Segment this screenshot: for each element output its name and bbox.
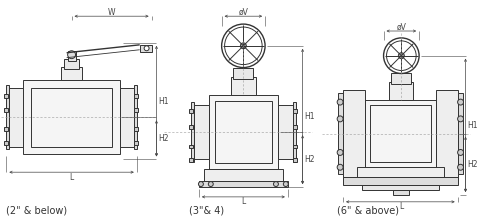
Circle shape <box>208 182 213 187</box>
Text: L: L <box>399 202 404 211</box>
Circle shape <box>144 46 149 51</box>
Bar <box>189 158 193 162</box>
Bar <box>64 59 80 69</box>
Text: H1: H1 <box>158 97 169 106</box>
Bar <box>68 51 75 61</box>
Text: (2" & below): (2" & below) <box>6 206 68 216</box>
Text: H2: H2 <box>158 134 169 143</box>
Bar <box>293 109 297 113</box>
Circle shape <box>198 182 204 187</box>
Text: øV: øV <box>239 8 248 17</box>
Text: (3"& 4): (3"& 4) <box>189 206 224 216</box>
Bar <box>204 169 283 181</box>
Bar <box>31 88 112 147</box>
Bar <box>343 90 365 177</box>
Bar <box>357 167 444 177</box>
Bar <box>134 141 138 145</box>
Circle shape <box>274 182 278 187</box>
Bar <box>189 125 193 129</box>
Bar <box>215 101 272 163</box>
Bar <box>134 127 138 131</box>
Circle shape <box>68 51 75 59</box>
Text: H2: H2 <box>468 160 478 169</box>
Bar <box>189 109 193 113</box>
Text: L: L <box>241 197 245 206</box>
Circle shape <box>337 150 343 155</box>
Bar <box>436 90 457 177</box>
Text: W: W <box>108 8 115 17</box>
Bar <box>338 93 343 174</box>
Circle shape <box>240 43 246 49</box>
Text: H2: H2 <box>305 155 315 164</box>
Bar <box>362 185 439 190</box>
Bar <box>394 190 409 195</box>
Bar <box>4 108 8 112</box>
Circle shape <box>337 164 343 170</box>
Bar <box>191 102 194 162</box>
Bar <box>392 73 411 84</box>
Text: L: L <box>70 173 74 182</box>
Text: H1: H1 <box>305 112 315 121</box>
Bar <box>134 94 138 98</box>
Bar <box>370 105 431 162</box>
Bar <box>365 100 436 167</box>
Bar <box>293 125 297 129</box>
Bar <box>4 141 8 145</box>
Bar <box>199 181 288 187</box>
Bar <box>209 95 278 169</box>
Circle shape <box>398 53 404 59</box>
Text: (6" & above): (6" & above) <box>337 206 399 216</box>
Bar <box>6 85 10 150</box>
Bar <box>140 45 152 52</box>
Circle shape <box>457 164 464 170</box>
Circle shape <box>457 150 464 155</box>
Bar <box>120 88 134 147</box>
Circle shape <box>457 99 464 105</box>
Bar <box>194 105 209 159</box>
Bar <box>293 158 297 162</box>
Text: H1: H1 <box>468 121 478 130</box>
Bar <box>233 67 253 79</box>
Bar <box>60 67 83 80</box>
Bar <box>293 102 296 162</box>
Bar <box>389 82 413 100</box>
Circle shape <box>337 116 343 122</box>
Bar <box>23 80 120 154</box>
Circle shape <box>337 99 343 105</box>
Circle shape <box>457 116 464 122</box>
Bar <box>4 127 8 131</box>
Bar <box>189 145 193 148</box>
Bar <box>278 105 293 159</box>
Text: øV: øV <box>396 23 406 32</box>
Bar <box>134 108 138 112</box>
Bar <box>457 93 463 174</box>
Bar <box>134 85 137 150</box>
Bar <box>343 177 457 185</box>
Bar <box>4 94 8 98</box>
Bar <box>10 88 23 147</box>
Circle shape <box>283 182 288 187</box>
Bar <box>293 145 297 148</box>
Bar <box>230 77 256 95</box>
